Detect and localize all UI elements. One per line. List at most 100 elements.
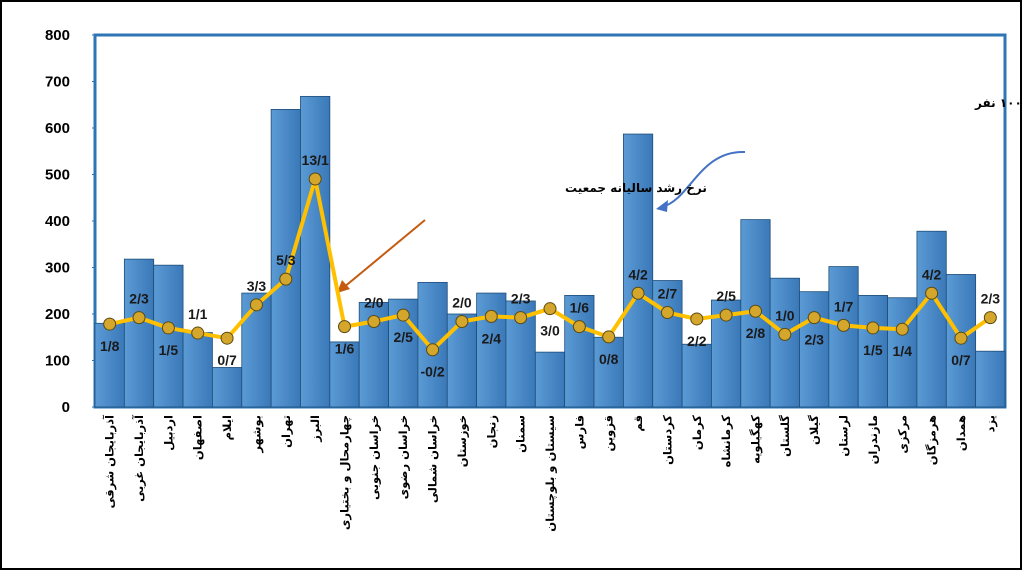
data-label: 2/2	[687, 333, 707, 349]
x-tick-label: فارس	[572, 415, 586, 449]
bar	[270, 109, 301, 408]
data-label: 4/2	[628, 266, 648, 282]
x-tick-label: همدان	[954, 415, 968, 451]
y-tick-label: 600	[45, 120, 70, 137]
x-tick-label: گیلان	[807, 415, 821, 445]
bar	[916, 230, 947, 408]
bar	[241, 292, 272, 408]
line-marker	[484, 309, 498, 323]
line-marker	[279, 272, 293, 286]
bar	[534, 351, 566, 408]
arrow	[661, 150, 746, 208]
data-label: 0/7	[951, 352, 971, 368]
x-tick-label: کرمانشاه	[719, 415, 733, 468]
bar	[212, 367, 243, 408]
x-tick-label: آذربایجان غربی	[132, 414, 146, 502]
bar	[300, 95, 331, 408]
line-marker	[748, 304, 762, 318]
data-label: 0/8	[599, 351, 619, 367]
y-tick-label: 100	[45, 353, 70, 370]
data-label: 1/5	[159, 342, 179, 358]
line-marker	[602, 330, 616, 344]
line-marker	[925, 286, 939, 300]
x-tick-label: سمنان	[514, 415, 528, 453]
line-marker	[191, 326, 205, 340]
data-label: 3/0	[540, 323, 560, 339]
data-label: -0/2	[421, 364, 445, 380]
y-tick-label: 300	[45, 260, 70, 277]
x-tick-label: خراسان رضوی	[396, 415, 411, 499]
line-marker	[631, 286, 645, 300]
line-marker	[514, 311, 528, 325]
data-label: 1/5	[863, 342, 883, 358]
x-tick-label: تهران	[279, 415, 293, 448]
x-tick-label: ایلام	[220, 415, 234, 440]
bar	[622, 133, 654, 408]
x-tick-label: هرمزگان	[925, 415, 939, 465]
line-marker	[132, 311, 146, 325]
line-marker	[660, 306, 674, 320]
data-label: 1/0	[775, 307, 795, 323]
line-marker	[103, 317, 117, 331]
x-tick-label: مازندران	[866, 415, 880, 464]
x-tick-label: سیستان و بلوچستان	[543, 415, 558, 532]
line-marker	[426, 343, 440, 357]
x-tick-label: کرمان	[690, 415, 704, 450]
arrowhead	[656, 200, 668, 212]
bar	[123, 258, 155, 408]
line-marker	[866, 321, 880, 335]
bar	[94, 322, 125, 408]
y-tick-label: 700	[45, 74, 70, 91]
data-label: 1/1	[188, 306, 208, 322]
line-marker	[954, 331, 968, 345]
arrowhead	[337, 280, 350, 293]
arrow	[342, 219, 426, 289]
y-tick-label: 500	[45, 167, 70, 184]
line-marker	[807, 311, 821, 325]
annotation: نرخ رشد سالیانه جمعیت	[565, 181, 707, 195]
data-label: 5/3	[276, 252, 296, 268]
x-tick-label: خراسان جنوبی	[367, 415, 382, 500]
bar	[769, 277, 800, 408]
x-tick-label: اردبیل	[161, 415, 175, 451]
x-tick-label: زنجان	[484, 415, 498, 448]
x-tick-label: خراسان شمالی	[426, 415, 440, 503]
x-tick-label: البرز	[308, 415, 322, 443]
x-tick-label: خوزستان	[455, 415, 470, 467]
x-tick-label: مرکزی	[895, 415, 909, 454]
x-tick-label: یزد	[983, 415, 997, 432]
data-label: 2/7	[658, 286, 678, 302]
line-marker	[690, 312, 704, 326]
line-marker	[308, 172, 322, 186]
data-label: 13/1	[302, 152, 329, 168]
data-label: 1/6	[570, 300, 590, 316]
bar	[828, 266, 859, 408]
bar	[857, 294, 888, 408]
x-tick-label: چهارمحال و بختیاری	[338, 415, 353, 530]
x-tick-label: قزوین	[602, 415, 617, 452]
bar	[681, 343, 712, 408]
data-label: 1/7	[834, 298, 854, 314]
data-label: 3/3	[247, 278, 267, 294]
x-tick-label: اصفهان	[191, 415, 205, 460]
bar	[799, 291, 830, 408]
line-marker	[455, 315, 469, 329]
line-marker	[249, 298, 263, 312]
x-tick-label: کردستان	[660, 415, 674, 465]
line-marker	[572, 320, 586, 334]
data-label: 0/7	[217, 352, 237, 368]
data-label: 4/2	[922, 266, 942, 282]
x-tick-label: آذربایجان شرقی	[103, 414, 117, 509]
bar	[593, 336, 624, 408]
x-tick-label: گلستان	[778, 415, 792, 457]
line-marker	[895, 322, 909, 336]
line-marker	[543, 302, 557, 316]
data-label: 2/4	[482, 330, 502, 346]
line-marker	[367, 315, 381, 329]
annotation: تعداد واحد مسکن مهر به ازای هر ۱۰۰۰ نفر	[974, 96, 1022, 111]
data-label: 2/5	[393, 329, 413, 345]
y-tick-label: 0	[62, 399, 70, 416]
line-marker	[396, 308, 410, 322]
line-marker	[983, 311, 997, 325]
